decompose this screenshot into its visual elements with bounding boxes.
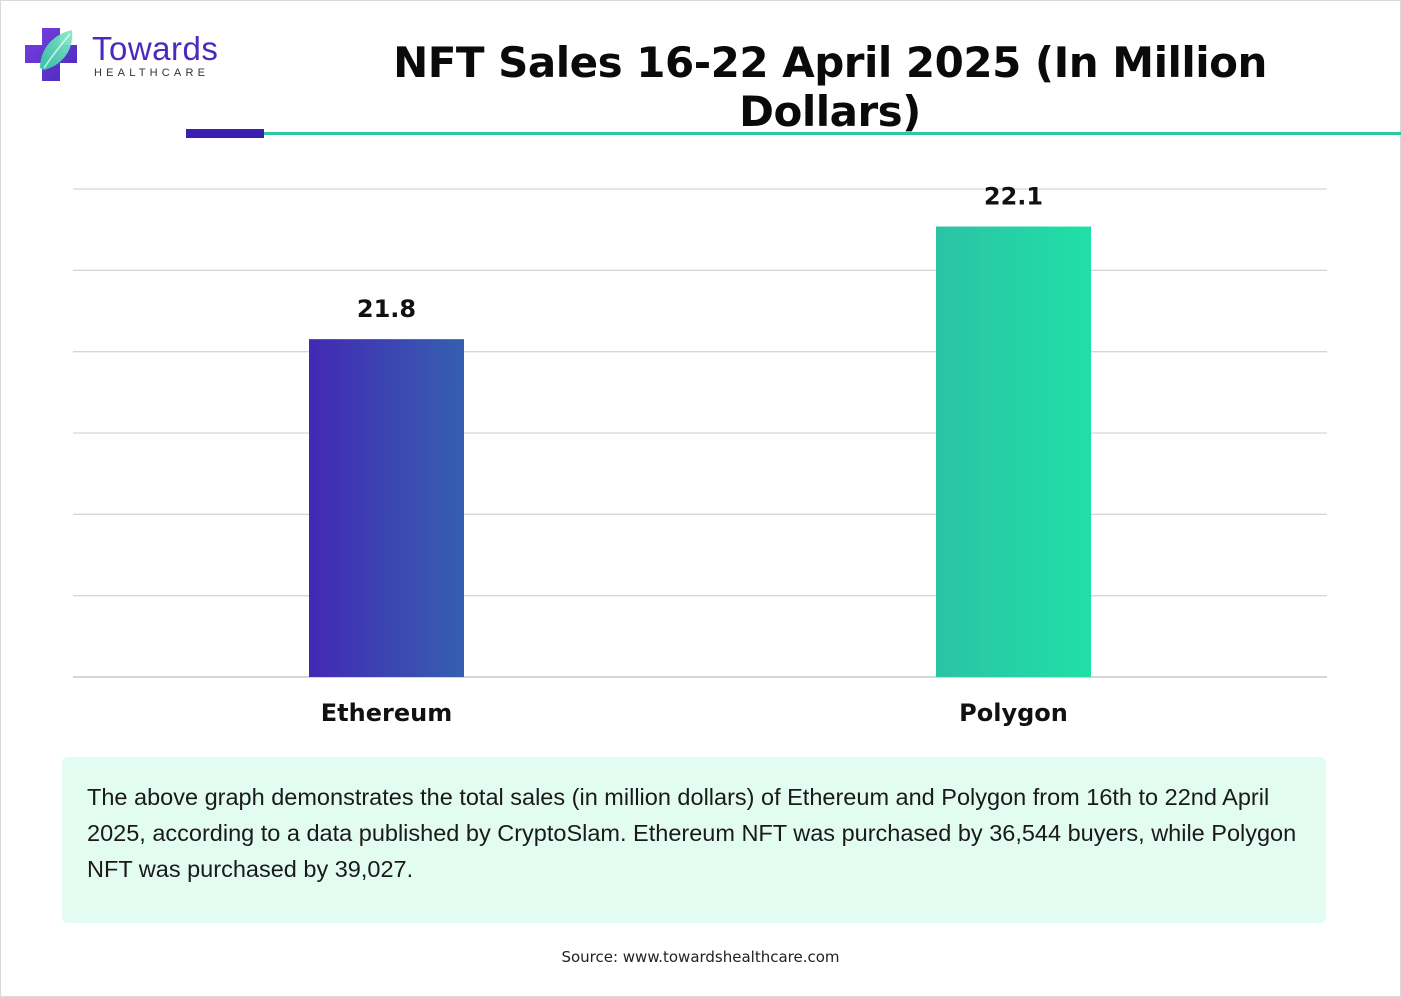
data-label-polygon: 22.1 (984, 183, 1043, 211)
bar-ethereum (309, 339, 464, 677)
brand-subtitle: HEALTHCARE (94, 67, 210, 79)
description-box: The above graph demonstrates the total s… (62, 757, 1326, 923)
x-tick-label-ethereum: Ethereum (321, 699, 452, 727)
bar-chart: 21.8 Ethereum 22.1 Polygon (73, 183, 1327, 727)
gridlines (73, 188, 1327, 678)
bars (309, 226, 1091, 677)
description-text: The above graph demonstrates the total s… (87, 784, 1297, 882)
title-underline (264, 132, 1401, 135)
chart-title: NFT Sales 16-22 April 2025 (In Million D… (393, 38, 1267, 136)
bar-polygon (936, 226, 1091, 677)
brand-name: Towards (92, 30, 219, 67)
brand-logo: Towards HEALTHCARE (22, 24, 242, 88)
title-accent-bar (186, 129, 264, 138)
x-tick-label-polygon: Polygon (959, 699, 1068, 727)
medical-cross-leaf-icon (25, 28, 77, 81)
labels: 21.8 Ethereum 22.1 Polygon (321, 183, 1068, 727)
source-credit: Source: www.towardshealthcare.com (561, 948, 840, 966)
data-label-ethereum: 21.8 (357, 295, 416, 323)
